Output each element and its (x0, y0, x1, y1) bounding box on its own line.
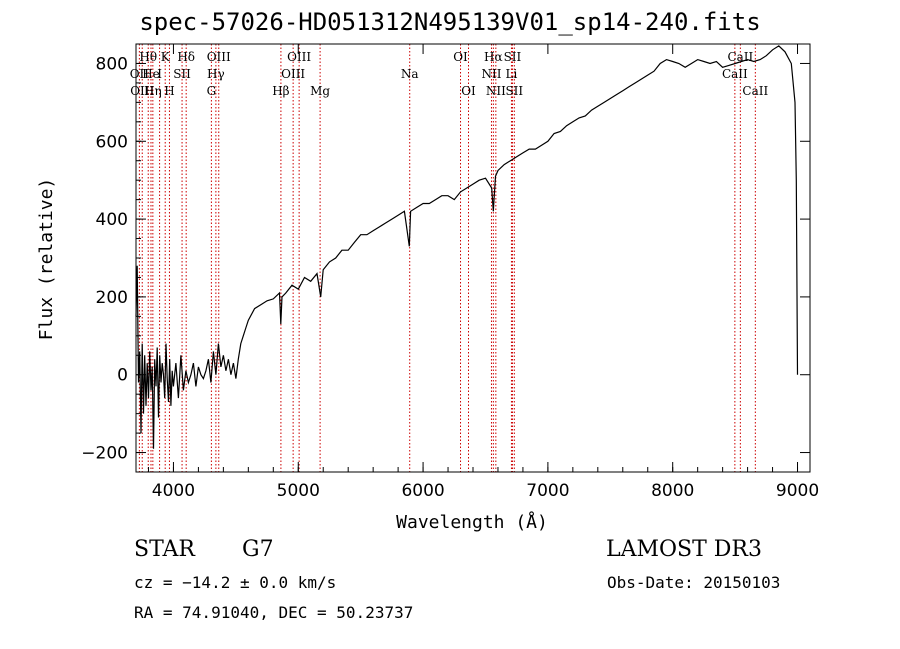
x-tick-label: 7000 (526, 481, 569, 501)
line-label: CaII (742, 84, 768, 98)
line-label: OI (453, 50, 468, 64)
y-tick-label: 800 (96, 54, 128, 74)
y-tick-label: 600 (96, 132, 128, 152)
line-label: CaII (722, 67, 748, 81)
x-tick-label: 9000 (776, 481, 819, 501)
line-label: NII (481, 67, 501, 81)
line-label: CaII (727, 50, 753, 64)
line-label: SII (505, 84, 523, 98)
obs-date: Obs-Date: 20150103 (607, 573, 781, 592)
line-label: OIII (287, 50, 311, 64)
x-tick-label: 8000 (651, 481, 694, 501)
line-label: Hη (144, 84, 162, 98)
x-tick-label: 6000 (401, 481, 444, 501)
axes: 4000 5000 6000 7000 8000 9000 −200 0 200 400 600 80… (81, 43, 819, 501)
line-label: OII (130, 67, 150, 81)
y-tick-label: 0 (117, 366, 128, 386)
line-label: H (164, 84, 174, 98)
spectrum-line (135, 45, 799, 449)
x-tick-label: 4000 (152, 481, 195, 501)
y-tick-label: −200 (81, 444, 128, 464)
emission-line-markers (138, 44, 756, 472)
line-label: Hδ (177, 50, 195, 64)
redshift-text: cz = −14.2 ± 0.0 km/s (134, 573, 337, 592)
line-label: SII (504, 50, 522, 64)
x-tick-label: 5000 (277, 481, 320, 501)
y-tick-label: 200 (96, 288, 128, 308)
survey-name: LAMOST DR3 (606, 537, 762, 562)
line-label: I (157, 67, 162, 81)
line-label: Hθ (139, 50, 157, 64)
line-label: OI (461, 84, 476, 98)
y-axis-label: Flux (relative) (36, 178, 57, 341)
line-label: Mg (310, 84, 330, 98)
object-class: STAR (134, 537, 195, 562)
line-label: Hγ (207, 67, 225, 81)
line-label: Hβ (272, 84, 289, 98)
line-label: Na (401, 67, 419, 81)
x-axis-label: Wavelength (Å) (396, 511, 548, 533)
line-label: OIII (281, 67, 305, 81)
y-tick-label: 400 (96, 210, 128, 230)
line-label: K (161, 50, 171, 64)
line-label: NII (486, 84, 506, 98)
chart-title: spec-57026-HD051312N495139V01_sp14-240.f… (139, 8, 761, 36)
line-label: OIII (207, 50, 231, 64)
line-label: He (142, 67, 160, 81)
plot-frame (135, 43, 811, 473)
line-label: SII (173, 67, 191, 81)
coordinates: RA = 74.91040, DEC = 50.23737 (134, 603, 414, 622)
line-label: G (207, 84, 217, 98)
line-label: Li (506, 67, 518, 81)
line-label: Hα (484, 50, 503, 64)
object-subclass: G7 (242, 537, 274, 562)
